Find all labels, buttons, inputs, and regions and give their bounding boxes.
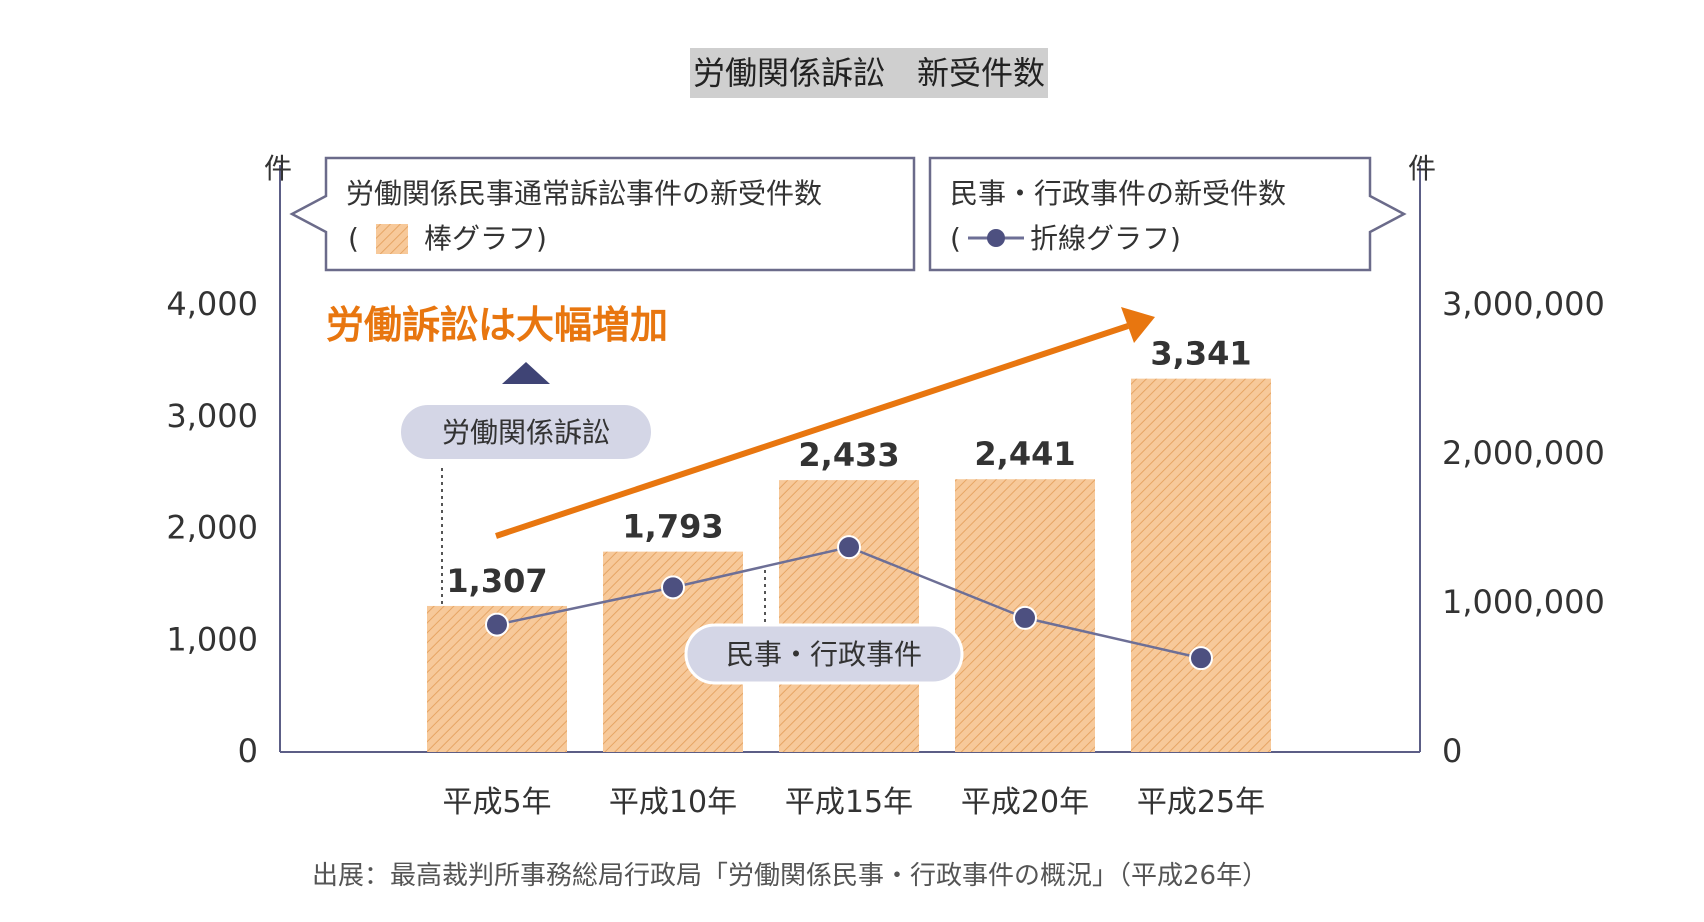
right-axis-unit: 件: [1408, 152, 1436, 185]
x-tick-label: 平成10年: [609, 785, 737, 820]
right-tick-labels: 0 1,000,000 2,000,000 3,000,000: [1442, 285, 1605, 770]
bars: [427, 378, 1271, 752]
legend-bar-open: (: [348, 222, 359, 255]
line-marker: [837, 535, 861, 560]
left-tick-label: 3,000: [166, 397, 258, 435]
line-marker: [1189, 646, 1213, 671]
bar-value-label: 3,341: [1150, 335, 1251, 373]
source-note: 出展：最高裁判所事務総局行政局「労働関係民事・行政事件の概況」（平成26年）: [312, 861, 1268, 891]
legend-bar-swatch: [376, 224, 408, 254]
chart-title: 労働関係訴訟 新受件数: [690, 48, 1049, 98]
legend-bar-line1: 労働関係民事通常訴訟事件の新受件数: [346, 177, 822, 210]
line-callout-bg: [684, 623, 964, 685]
line-series: [485, 535, 1213, 671]
bar-value-labels: 1,307 1,793 2,433 2,441 3,341: [446, 335, 1251, 600]
legend: 労働関係民事通常訴訟事件の新受件数 ( 棒グラフ) 民事・行政事件の新受件数 (…: [289, 156, 1407, 272]
increase-arrow: [495, 307, 1155, 539]
increase-arrow-shaft: [495, 323, 1129, 539]
bar-value-label: 1,793: [622, 508, 723, 546]
legend-box-bar: [289, 156, 916, 272]
bar-value-label: 2,433: [798, 436, 899, 474]
x-tick-labels: 平成5年 平成10年 平成15年 平成20年 平成25年: [442, 785, 1265, 820]
right-tick-label: 1,000,000: [1442, 583, 1605, 621]
left-tick-label: 4,000: [166, 285, 258, 323]
bar-callout-bg: [399, 403, 653, 461]
increase-arrow-head: [1121, 307, 1155, 343]
bar: [779, 480, 919, 752]
legend-bar-line2: 棒グラフ): [424, 222, 547, 255]
bar-value-label: 1,307: [446, 562, 547, 600]
right-tick-label: 2,000,000: [1442, 434, 1605, 472]
bar-callout-label: 労働関係訴訟: [442, 416, 610, 449]
left-tick-label: 0: [238, 732, 258, 770]
legend-line-line2: 折線グラフ): [1030, 222, 1181, 255]
line-marker: [485, 612, 509, 637]
line-marker: [1013, 605, 1037, 630]
right-tick-label: 3,000,000: [1442, 285, 1605, 323]
line-callout-label: 民事・行政事件: [726, 638, 922, 671]
x-tick-label: 平成20年: [961, 785, 1089, 820]
headline-triangle: [502, 362, 550, 384]
left-tick-labels: 0 1,000 2,000 3,000 4,000: [166, 285, 258, 770]
bar-value-label: 2,441: [974, 435, 1075, 473]
legend-line-swatch-marker: [987, 229, 1005, 247]
headline-annotation: 労働訴訟は大幅増加: [326, 303, 668, 347]
left-axis-unit: 件: [264, 152, 292, 185]
x-tick-label: 平成15年: [785, 785, 913, 820]
line-marker: [661, 575, 685, 600]
x-tick-label: 平成25年: [1137, 785, 1265, 820]
legend-line-line1: 民事・行政事件の新受件数: [950, 177, 1286, 210]
legend-line-open: (: [950, 222, 961, 255]
legend-box-line: [928, 156, 1407, 272]
left-tick-label: 2,000: [166, 509, 258, 547]
bar: [1131, 378, 1271, 752]
right-tick-label: 0: [1442, 732, 1462, 770]
left-tick-label: 1,000: [166, 620, 258, 658]
x-tick-label: 平成5年: [442, 785, 551, 820]
